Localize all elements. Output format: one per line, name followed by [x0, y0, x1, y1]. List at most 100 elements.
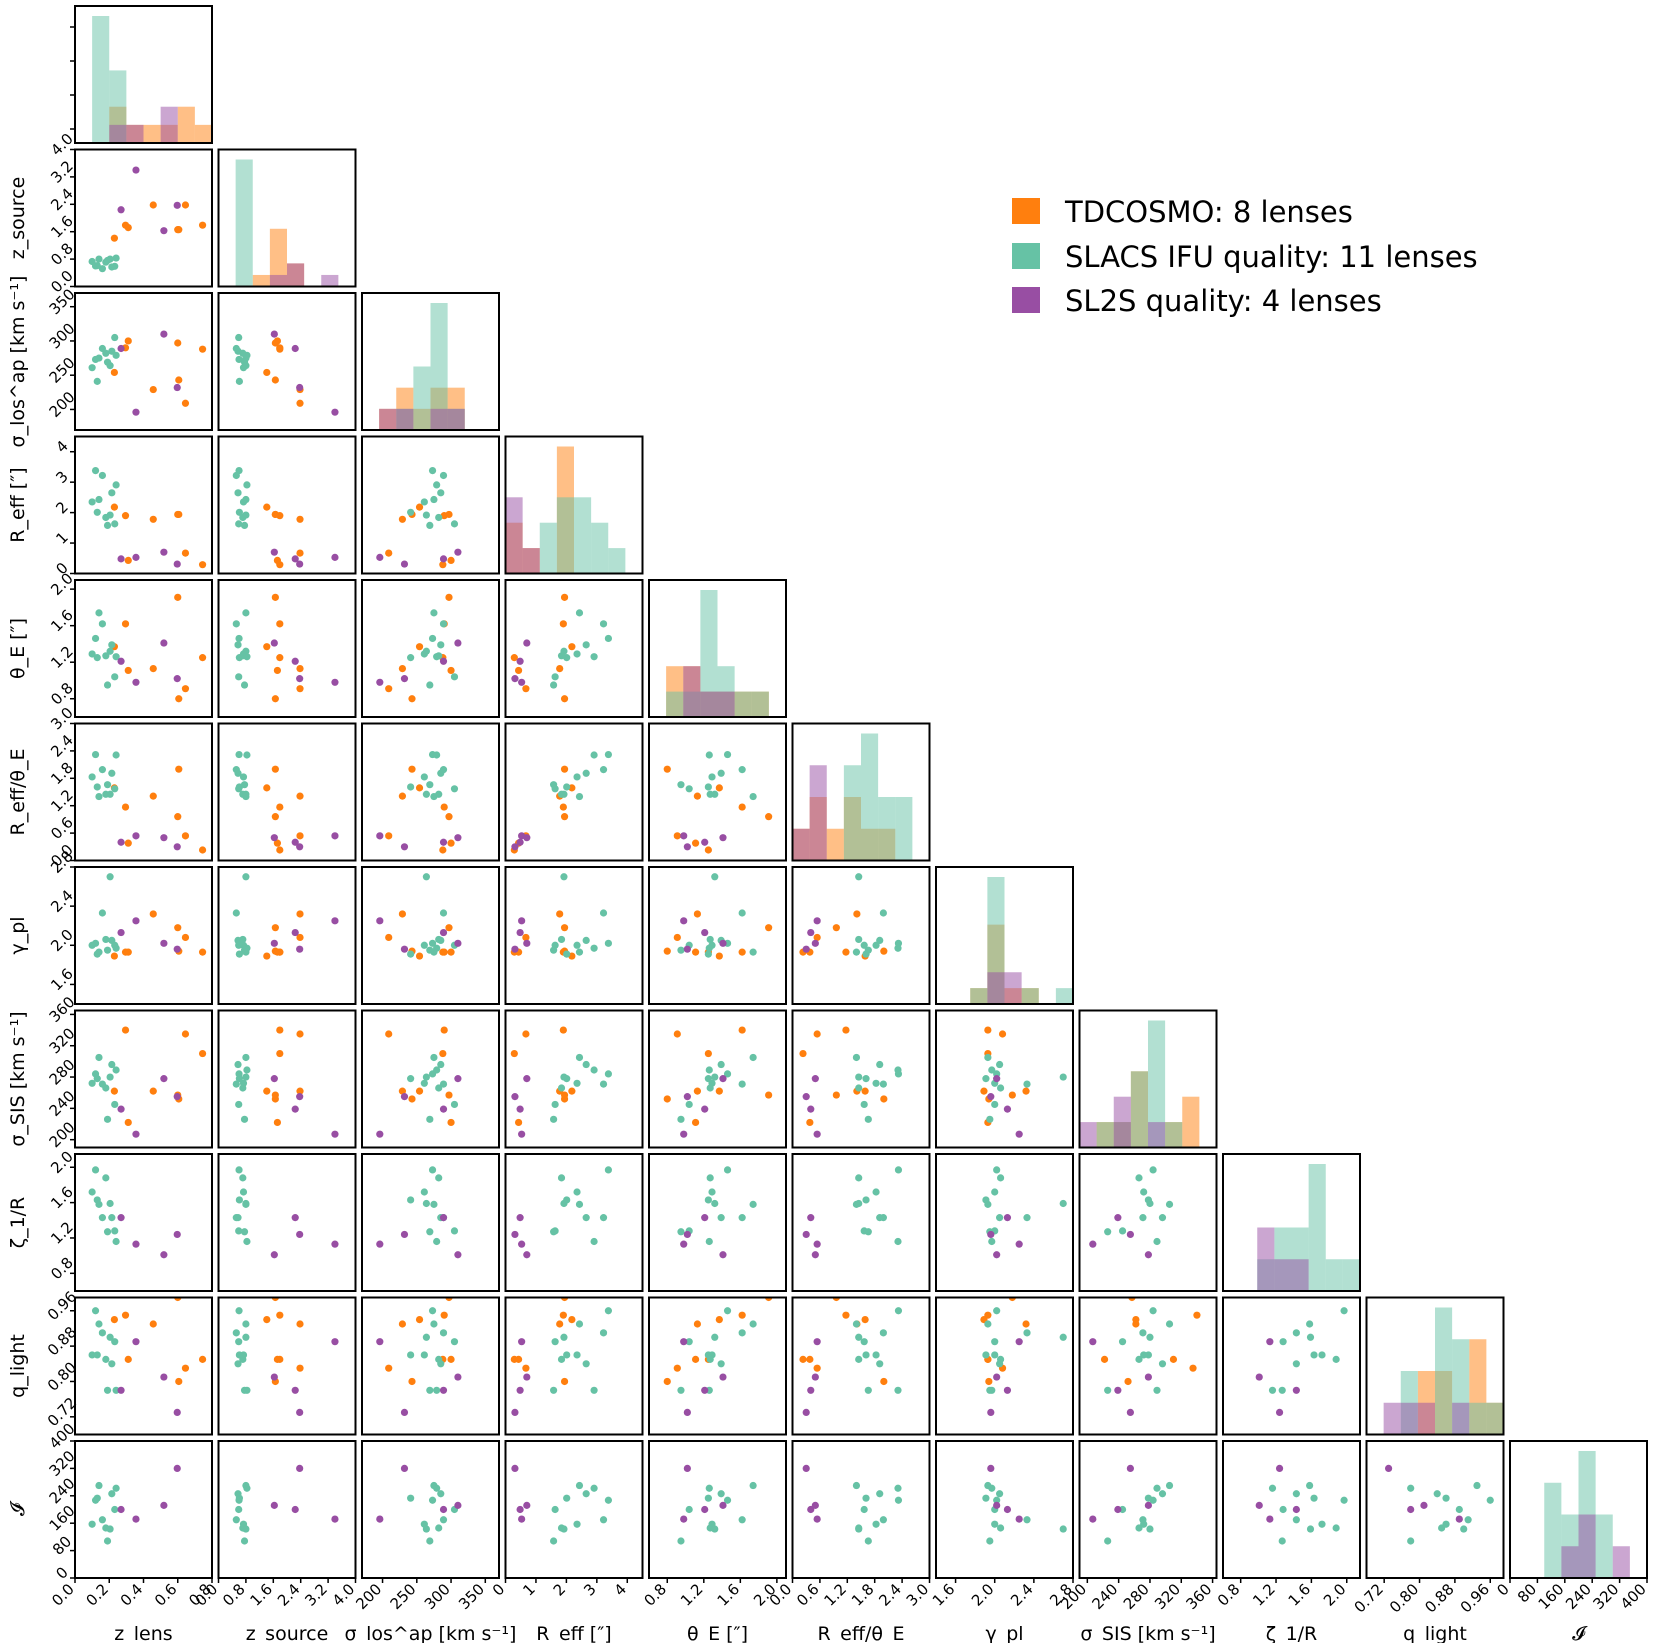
x-tick-label: 320	[1151, 1580, 1184, 1613]
point-sl2s-0	[1015, 1338, 1023, 1346]
point-slacs-2	[93, 783, 101, 791]
point-sl2s-2	[160, 834, 168, 842]
point-slacs-3	[749, 792, 757, 801]
panel-Reff_thetaE-vs-Reff_thetaE	[791, 722, 931, 862]
point-slacs-10	[590, 1066, 598, 1074]
point-slacs-1	[604, 1307, 613, 1315]
point-slacs-2	[235, 1196, 243, 1204]
point-tdcosmo-5	[110, 368, 118, 377]
panel-frame	[791, 866, 931, 1005]
y-tick-label: 280	[46, 1056, 79, 1089]
point-slacs-8	[582, 1490, 590, 1498]
point-tdcosmo-6	[693, 910, 702, 918]
point-tdcosmo-7	[445, 1091, 453, 1099]
panel-theta_E-vs-z_source	[217, 579, 357, 718]
point-slacs-7	[560, 1333, 568, 1341]
point-slacs-3	[749, 948, 757, 956]
point-sl2s-3	[296, 675, 304, 683]
panel-frame	[504, 435, 644, 575]
point-sl2s-1	[516, 1105, 524, 1113]
point-slacs-9	[991, 1338, 999, 1346]
point-slacs-1	[993, 1307, 1001, 1315]
point-sl2s-1	[1114, 1214, 1122, 1222]
point-slacs-8	[996, 1490, 1004, 1498]
point-sl2s-3	[173, 1464, 181, 1472]
point-tdcosmo-1	[799, 1355, 807, 1363]
point-slacs-5	[102, 1355, 110, 1363]
point-tdcosmo-3	[181, 832, 190, 840]
hist-bar-slacs-q_light	[1469, 1402, 1487, 1435]
point-tdcosmo-6	[296, 910, 304, 918]
point-slacs-1	[604, 939, 613, 947]
hist-bar-slacs-theta_E	[700, 590, 718, 717]
point-slacs-7	[560, 647, 568, 655]
point-sl2s-2	[1420, 1501, 1428, 1509]
point-slacs-5	[435, 1524, 443, 1532]
point-tdcosmo-2	[663, 947, 671, 955]
point-tdcosmo-6	[296, 664, 304, 673]
point-slacs-7	[242, 362, 250, 370]
point-slacs-10	[243, 944, 251, 952]
hist-bar-slacs-q_light	[1486, 1402, 1504, 1435]
point-slacs-3	[575, 609, 584, 617]
point-slacs-6	[1407, 1537, 1415, 1545]
panel-frame	[648, 579, 787, 718]
point-tdcosmo-4	[691, 948, 700, 956]
point-tdcosmo-3	[522, 1364, 530, 1372]
point-tdcosmo-6	[556, 910, 564, 918]
panel-content	[1383, 1307, 1504, 1435]
point-slacs-8	[1292, 1360, 1300, 1368]
point-tdcosmo-1	[276, 345, 284, 353]
x-tick-label: 0.8	[219, 1580, 249, 1610]
y-tick-label: 3.0	[47, 704, 77, 734]
point-slacs-4	[738, 1516, 746, 1524]
panel-frame	[504, 722, 644, 862]
panel-content	[510, 593, 613, 703]
point-tdcosmo-3	[673, 832, 681, 840]
panel-frame	[648, 1296, 787, 1436]
point-sl2s-0	[518, 1515, 526, 1523]
hist-bar-sl2s-I	[1578, 1514, 1596, 1578]
point-slacs-2	[1442, 1494, 1450, 1502]
point-sl2s-1	[439, 838, 448, 846]
point-sl2s-0	[1266, 1338, 1274, 1346]
point-tdcosmo-7	[765, 813, 773, 821]
point-slacs-8	[717, 1490, 725, 1498]
point-slacs-4	[879, 1080, 887, 1088]
point-slacs-8	[1433, 1490, 1441, 1498]
point-slacs-10	[112, 351, 120, 359]
point-sl2s-3	[511, 1093, 519, 1101]
point-slacs-7	[560, 790, 568, 798]
panel-content	[970, 877, 1073, 1004]
point-sl2s-2	[1255, 1373, 1263, 1381]
y-tick-label: 1.6	[47, 965, 77, 995]
point-slacs-4	[738, 909, 746, 917]
point-slacs-7	[560, 1525, 568, 1533]
hist-bar-slacs-R_eff	[608, 548, 626, 574]
x-tick-label: 4.0	[329, 1580, 359, 1610]
point-slacs-10	[243, 1237, 251, 1246]
point-slacs-7	[855, 1333, 863, 1341]
panel-frame	[74, 579, 213, 718]
point-slacs-2	[704, 1196, 712, 1204]
panel-frame	[935, 1009, 1074, 1149]
point-sl2s-1	[516, 657, 524, 665]
point-slacs-7	[855, 873, 863, 881]
point-slacs-7	[560, 873, 568, 881]
point-tdcosmo-3	[181, 1364, 190, 1372]
point-tdcosmo-3	[296, 549, 304, 557]
point-slacs-3	[95, 495, 103, 504]
point-slacs-6	[426, 681, 434, 689]
panel-content	[982, 1464, 1067, 1545]
point-slacs-8	[876, 1490, 884, 1498]
point-slacs-5	[557, 935, 566, 944]
point-slacs-8	[234, 1214, 242, 1222]
point-sl2s-0	[331, 553, 339, 561]
point-tdcosmo-4	[447, 556, 455, 565]
point-slacs-6	[864, 1537, 872, 1545]
y-tick-label: 0	[52, 1563, 71, 1582]
point-slacs-1	[91, 939, 100, 947]
point-sl2s-3	[802, 1464, 810, 1472]
panel-frame	[1222, 1440, 1361, 1579]
point-slacs-4	[599, 620, 608, 628]
